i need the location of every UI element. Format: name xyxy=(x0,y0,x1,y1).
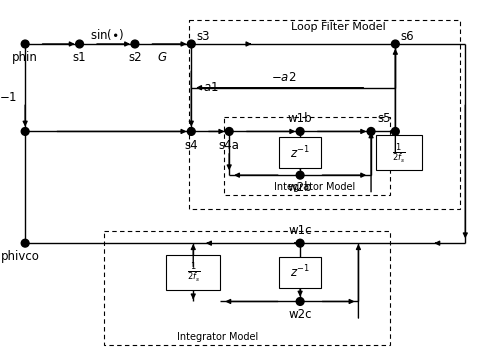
Text: s6: s6 xyxy=(400,30,414,43)
Bar xyxy=(376,135,422,170)
Text: w1c: w1c xyxy=(288,224,312,237)
Text: w2b: w2b xyxy=(288,181,312,194)
Text: phin: phin xyxy=(12,51,38,64)
Circle shape xyxy=(131,40,139,48)
Text: s5: s5 xyxy=(378,112,392,125)
Bar xyxy=(166,255,220,290)
Bar xyxy=(278,257,322,288)
Text: $G$: $G$ xyxy=(157,51,168,64)
Text: s1: s1 xyxy=(73,51,86,64)
Circle shape xyxy=(296,297,304,305)
Text: s4: s4 xyxy=(184,139,198,152)
Circle shape xyxy=(296,127,304,135)
Text: Integrator Model: Integrator Model xyxy=(274,182,355,192)
Bar xyxy=(278,137,322,168)
Circle shape xyxy=(22,239,29,247)
Text: phivco: phivco xyxy=(1,250,40,263)
Circle shape xyxy=(22,40,29,48)
Bar xyxy=(104,231,391,345)
Circle shape xyxy=(76,40,84,48)
Circle shape xyxy=(392,127,399,135)
Bar xyxy=(190,20,460,209)
Text: $-a2$: $-a2$ xyxy=(271,71,296,84)
Circle shape xyxy=(296,171,304,179)
Text: s4a: s4a xyxy=(219,139,240,152)
Text: w1b: w1b xyxy=(288,112,312,125)
Circle shape xyxy=(188,40,195,48)
Bar xyxy=(224,117,390,195)
Circle shape xyxy=(392,40,399,48)
Circle shape xyxy=(226,127,233,135)
Text: Integrator Model: Integrator Model xyxy=(178,332,258,343)
Text: $z^{-1}$: $z^{-1}$ xyxy=(290,264,310,280)
Text: sin($\bullet$): sin($\bullet$) xyxy=(90,27,124,42)
Text: $a1$: $a1$ xyxy=(203,81,218,94)
Text: $\frac{1}{2f_s}$: $\frac{1}{2f_s}$ xyxy=(186,260,200,284)
Text: w2c: w2c xyxy=(288,308,312,321)
Text: $-1$: $-1$ xyxy=(0,91,17,104)
Circle shape xyxy=(296,239,304,247)
Circle shape xyxy=(367,127,375,135)
Circle shape xyxy=(22,127,29,135)
Text: s2: s2 xyxy=(128,51,142,64)
Circle shape xyxy=(188,127,195,135)
Text: Loop Filter Model: Loop Filter Model xyxy=(290,22,386,32)
Text: s3: s3 xyxy=(196,30,209,43)
Text: $z^{-1}$: $z^{-1}$ xyxy=(290,144,310,161)
Text: $\frac{1}{2f_s}$: $\frac{1}{2f_s}$ xyxy=(392,141,405,165)
